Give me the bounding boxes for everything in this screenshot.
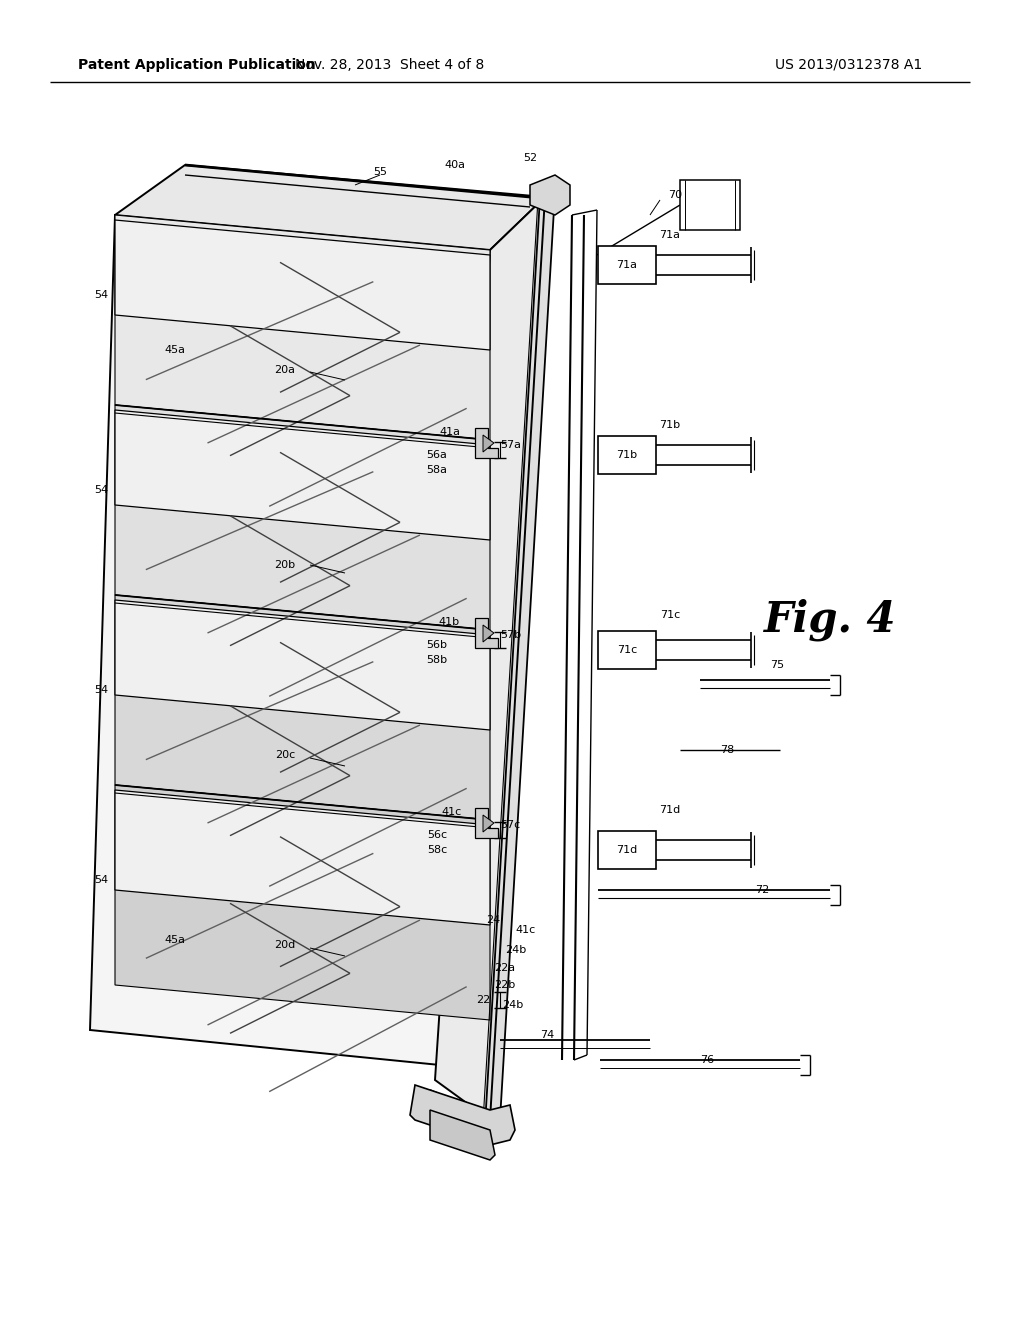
Text: 40a: 40a — [444, 160, 466, 170]
Text: 54: 54 — [94, 875, 108, 884]
Text: 57a: 57a — [500, 440, 521, 450]
Text: 24b: 24b — [505, 945, 526, 954]
Text: 71c: 71c — [659, 610, 680, 620]
Text: US 2013/0312378 A1: US 2013/0312378 A1 — [775, 58, 923, 73]
Text: 58b: 58b — [426, 655, 447, 665]
Polygon shape — [598, 832, 656, 869]
Text: 54: 54 — [94, 484, 108, 495]
Text: 52: 52 — [523, 153, 537, 162]
Text: 71b: 71b — [616, 450, 638, 459]
Polygon shape — [483, 814, 494, 832]
Text: 56a: 56a — [426, 450, 447, 459]
Text: 57c: 57c — [500, 820, 520, 830]
Text: 71a: 71a — [616, 260, 638, 271]
Text: 72: 72 — [755, 884, 769, 895]
Polygon shape — [115, 165, 545, 249]
Text: 71a: 71a — [659, 230, 681, 240]
Polygon shape — [483, 436, 494, 451]
Text: 24: 24 — [485, 915, 500, 925]
Polygon shape — [115, 785, 490, 1020]
Polygon shape — [430, 1110, 495, 1160]
Text: 75: 75 — [770, 660, 784, 671]
Text: 20b: 20b — [274, 560, 296, 570]
Text: 45a: 45a — [165, 935, 185, 945]
Text: 58c: 58c — [427, 845, 447, 855]
Text: Nov. 28, 2013  Sheet 4 of 8: Nov. 28, 2013 Sheet 4 of 8 — [295, 58, 484, 73]
Text: 54: 54 — [94, 290, 108, 300]
Polygon shape — [115, 220, 490, 350]
Text: 74: 74 — [540, 1030, 554, 1040]
Text: 71d: 71d — [616, 845, 638, 855]
Polygon shape — [115, 595, 490, 820]
Polygon shape — [435, 197, 545, 1119]
Text: 56b: 56b — [426, 640, 447, 649]
Polygon shape — [115, 789, 490, 925]
Text: 22: 22 — [476, 995, 490, 1005]
Polygon shape — [115, 215, 490, 440]
Polygon shape — [410, 1085, 515, 1144]
Polygon shape — [115, 405, 490, 630]
Text: 22a: 22a — [494, 964, 515, 973]
Text: 22b: 22b — [494, 979, 515, 990]
Polygon shape — [598, 631, 656, 669]
Polygon shape — [530, 176, 570, 215]
Polygon shape — [475, 808, 498, 838]
Polygon shape — [483, 624, 494, 642]
Text: 20a: 20a — [274, 366, 296, 375]
Polygon shape — [598, 246, 656, 284]
Polygon shape — [115, 411, 490, 540]
Text: Patent Application Publication: Patent Application Publication — [78, 58, 315, 73]
Text: 45a: 45a — [165, 345, 185, 355]
Text: 58a: 58a — [426, 465, 447, 475]
Text: 71c: 71c — [616, 645, 637, 655]
Text: Fig. 4: Fig. 4 — [764, 599, 896, 642]
Text: 41c: 41c — [515, 925, 536, 935]
Text: 20d: 20d — [274, 940, 296, 950]
Text: 76: 76 — [700, 1055, 714, 1065]
Text: 41c: 41c — [441, 807, 462, 817]
Text: 24b: 24b — [502, 1001, 523, 1010]
Polygon shape — [115, 601, 490, 730]
Text: 41a: 41a — [439, 426, 460, 437]
Polygon shape — [485, 191, 555, 1125]
Text: 57b: 57b — [500, 630, 521, 640]
Text: 70: 70 — [668, 190, 682, 201]
Polygon shape — [598, 436, 656, 474]
Text: 71d: 71d — [659, 805, 681, 814]
Text: 78: 78 — [720, 744, 734, 755]
Text: 56c: 56c — [427, 830, 447, 840]
Text: 54: 54 — [94, 685, 108, 696]
Text: 55: 55 — [373, 168, 387, 177]
Polygon shape — [475, 428, 498, 458]
Text: 20c: 20c — [274, 750, 295, 760]
Polygon shape — [475, 618, 498, 648]
Polygon shape — [680, 180, 740, 230]
Text: 41b: 41b — [439, 616, 460, 627]
Text: 71b: 71b — [659, 420, 681, 430]
Polygon shape — [90, 215, 490, 1071]
